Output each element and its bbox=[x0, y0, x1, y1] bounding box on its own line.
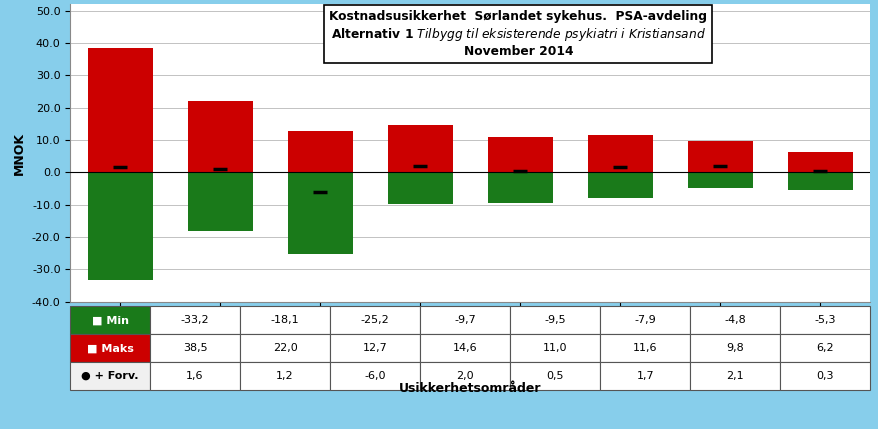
Bar bbox=[287, 131, 352, 172]
Y-axis label: MNOK: MNOK bbox=[13, 132, 26, 175]
Bar bbox=[787, 172, 852, 190]
Bar bbox=[387, 125, 452, 172]
Bar bbox=[88, 172, 153, 280]
Bar bbox=[587, 172, 652, 198]
Bar bbox=[188, 172, 253, 231]
Bar bbox=[387, 172, 452, 204]
Bar bbox=[787, 152, 852, 172]
Bar bbox=[487, 172, 552, 203]
Bar bbox=[88, 48, 153, 172]
Bar bbox=[487, 137, 552, 172]
Bar bbox=[287, 172, 352, 254]
Bar bbox=[687, 172, 752, 188]
Bar bbox=[188, 101, 253, 172]
Bar bbox=[587, 135, 652, 172]
Bar bbox=[687, 141, 752, 172]
Text: Usikkerhetsområder: Usikkerhetsområder bbox=[399, 382, 541, 395]
Text: Kostnadsusikkerhet  Sørlandet sykehus.  PSA-avdeling
Alternativ 1 $\it{Tilbygg\ : Kostnadsusikkerhet Sørlandet sykehus. PS… bbox=[329, 10, 707, 57]
